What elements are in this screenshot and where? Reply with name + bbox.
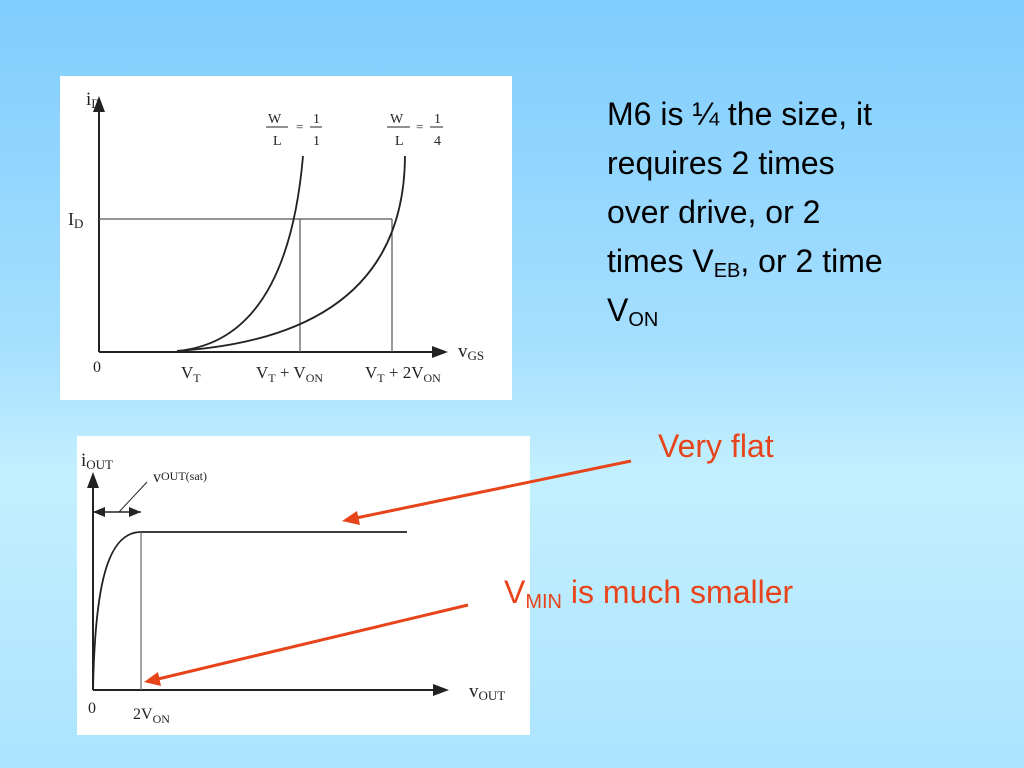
explanation-line: times VEB, or 2 time xyxy=(607,243,883,282)
explanation-line: over drive, or 2 xyxy=(607,194,821,230)
vout-sat-label: vOUT(sat) xyxy=(153,469,207,486)
svg-text:1: 1 xyxy=(313,134,320,149)
explanation-line: M6 is ¼ the size, it xyxy=(607,96,872,132)
tick-2von: 2VON xyxy=(133,706,170,726)
explanation-text: M6 is ¼ the size, it requires 2 times ov… xyxy=(607,90,987,335)
y-axis-arrowhead xyxy=(87,472,99,488)
ratio-label-1-1: W L = 1 1 xyxy=(266,112,322,149)
x-axis-label: vOUT xyxy=(469,681,505,703)
svg-text:1: 1 xyxy=(313,112,320,127)
y-axis-label: iOUT xyxy=(81,450,113,472)
vmin-callout: VMIN is much smaller xyxy=(504,574,794,613)
svg-text:L: L xyxy=(273,134,282,149)
origin-label: 0 xyxy=(88,700,96,717)
sat-dimension-arrow-right xyxy=(129,507,141,517)
tick-vt-2von: VT + 2VON xyxy=(365,363,441,385)
svg-text:=: = xyxy=(296,119,303,134)
iout-vout-svg: iOUT vOUT vOUT(sat) 0 2VON xyxy=(81,450,505,726)
ratio-label-1-4: W L = 1 4 xyxy=(387,112,443,149)
x-axis-arrowhead xyxy=(433,684,449,696)
curve-wl-1-1 xyxy=(176,155,304,352)
id-vgs-graph: iD vGS ID 0 W L = 1 1 W L = 1 4 VT VT + … xyxy=(60,76,512,400)
y-axis-arrowhead xyxy=(93,96,105,112)
id-level-label: ID xyxy=(68,209,83,231)
sat-leader-line xyxy=(118,481,148,513)
tick-vt: VT xyxy=(181,363,201,385)
x-axis-label: vGS xyxy=(458,341,484,363)
explanation-line: requires 2 times xyxy=(607,145,835,181)
iout-vout-graph: iOUT vOUT vOUT(sat) 0 2VON xyxy=(77,436,530,735)
y-axis-label: iD xyxy=(86,89,101,111)
iout-curve xyxy=(92,531,407,691)
origin-label: 0 xyxy=(93,359,101,376)
svg-text:L: L xyxy=(395,134,404,149)
curve-wl-1-4 xyxy=(176,155,406,352)
svg-text:W: W xyxy=(268,112,282,127)
tick-vt-von: VT + VON xyxy=(256,363,323,385)
explanation-line: VON xyxy=(607,292,659,331)
sat-dimension-arrow-left xyxy=(93,507,105,517)
svg-text:1: 1 xyxy=(434,112,441,127)
svg-text:=: = xyxy=(416,119,423,134)
svg-text:4: 4 xyxy=(434,134,441,149)
id-vgs-svg: iD vGS ID 0 W L = 1 1 W L = 1 4 VT VT + … xyxy=(68,89,484,385)
svg-text:W: W xyxy=(390,112,404,127)
very-flat-callout: Very flat xyxy=(658,428,774,464)
x-axis-arrowhead xyxy=(432,346,448,358)
